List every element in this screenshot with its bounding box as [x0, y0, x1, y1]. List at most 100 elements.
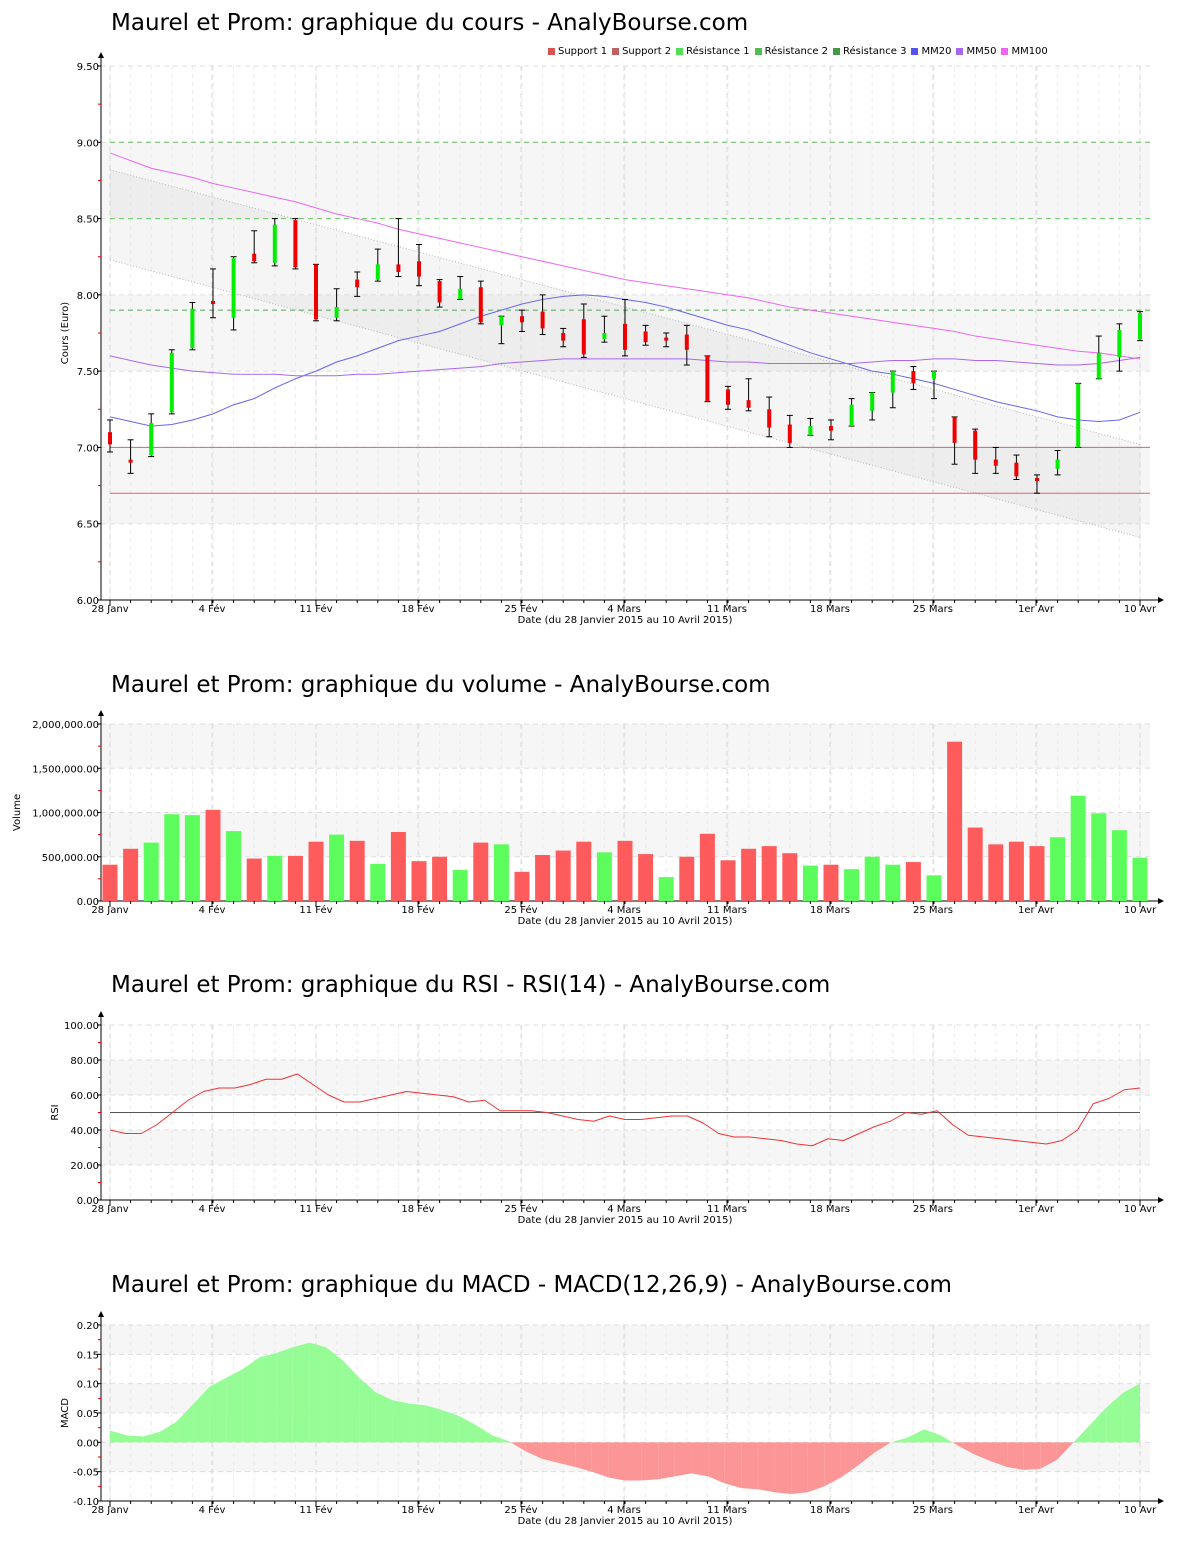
svg-text:10 Avr: 10 Avr	[1124, 1204, 1157, 1215]
svg-text:28 Janv: 28 Janv	[91, 1505, 128, 1516]
legend-swatch-icon	[754, 48, 762, 55]
svg-text:4 Fév: 4 Fév	[199, 1504, 226, 1516]
volume-bar	[576, 841, 592, 901]
volume-chart: 2,000,000.00 1,500,000.00 1,000,000.00 500,…	[12, 710, 1164, 927]
candle	[127, 439, 134, 474]
volume-bar	[988, 844, 1004, 901]
volume-bar	[596, 852, 612, 901]
candle	[786, 414, 793, 448]
volume-bar	[452, 870, 468, 901]
candle	[292, 218, 299, 270]
candle	[745, 378, 752, 412]
candle	[1054, 449, 1061, 476]
svg-text:9.50: 9.50	[77, 62, 99, 73]
svg-text:Date (du 28 Janvier 2015 au 10: Date (du 28 Janvier 2015 au 10 Avril 201…	[518, 916, 733, 927]
legend-label: Résistance 1	[686, 46, 750, 57]
svg-text:0.15: 0.15	[77, 1350, 99, 1361]
candle	[210, 268, 216, 319]
candle	[951, 416, 958, 465]
svg-text:18 Mars: 18 Mars	[810, 1204, 850, 1215]
candle	[1116, 323, 1123, 372]
volume-bar	[102, 864, 118, 901]
volume-bar	[411, 861, 427, 901]
svg-text:0.10: 0.10	[77, 1380, 99, 1391]
svg-text:Date (du 28 Janvier 2015 au 10: Date (du 28 Janvier 2015 au 10 Avril 201…	[518, 1215, 733, 1226]
candle	[1095, 335, 1102, 380]
legend-label: Support 2	[622, 46, 672, 57]
svg-text:80.00: 80.00	[70, 1056, 99, 1067]
legend-label: MM50	[966, 46, 997, 57]
legend-item-r-sistance-2: Résistance 2	[754, 46, 828, 57]
candle	[1137, 311, 1143, 342]
rsi-chart-title: Maurel et Prom: graphique du RSI - RSI(1…	[111, 972, 831, 998]
volume-chart-title: Maurel et Prom: graphique du volume - An…	[111, 672, 771, 698]
candle	[725, 385, 731, 410]
volume-bar	[1029, 846, 1045, 901]
svg-text:1er Avr: 1er Avr	[1018, 1204, 1055, 1215]
svg-text:4 Fév: 4 Fév	[199, 1203, 226, 1215]
volume-bar	[555, 850, 571, 901]
svg-text:11 Mars: 11 Mars	[707, 604, 747, 615]
volume-bar	[308, 841, 324, 901]
volume-bar	[349, 840, 365, 901]
volume-bar	[679, 856, 695, 901]
svg-text:40.00: 40.00	[70, 1126, 99, 1137]
volume-bar	[658, 877, 674, 901]
svg-text:25 Mars: 25 Mars	[913, 1505, 953, 1516]
volume-bar	[514, 871, 530, 901]
svg-text:11 Fév: 11 Fév	[299, 1203, 332, 1215]
svg-text:1,000,000.00: 1,000,000.00	[32, 809, 99, 820]
volume-bar	[802, 865, 818, 901]
svg-text:11 Fév: 11 Fév	[299, 1504, 332, 1516]
svg-text:60.00: 60.00	[70, 1091, 99, 1102]
svg-text:28 Janv: 28 Janv	[91, 1204, 128, 1215]
svg-text:18 Mars: 18 Mars	[810, 1505, 850, 1516]
legend-label: Résistance 3	[843, 46, 907, 57]
volume-bar	[329, 834, 345, 901]
candle	[519, 309, 525, 332]
volume-bar	[287, 855, 303, 901]
svg-text:25 Fév: 25 Fév	[504, 1504, 537, 1516]
candle	[869, 392, 876, 421]
svg-text:4 Mars: 4 Mars	[607, 905, 641, 916]
candle	[972, 428, 979, 474]
candle	[168, 349, 175, 415]
volume-bar	[370, 863, 386, 901]
svg-text:18 Fév: 18 Fév	[401, 1504, 434, 1516]
price-chart-title: Maurel et Prom: graphique du cours - Ana…	[111, 10, 749, 36]
svg-text:0.00: 0.00	[77, 897, 99, 908]
candle	[477, 280, 484, 325]
legend-label: MM20	[921, 46, 952, 57]
candle	[601, 315, 608, 343]
volume-bar	[390, 831, 406, 901]
legend-swatch-icon	[833, 48, 841, 55]
svg-text:Volume: Volume	[12, 794, 23, 831]
svg-text:10 Avr: 10 Avr	[1124, 1505, 1157, 1516]
candle	[992, 446, 999, 474]
svg-text:6.00: 6.00	[77, 596, 99, 607]
svg-text:1er Avr: 1er Avr	[1018, 905, 1055, 916]
candle	[457, 276, 464, 300]
legend-item-mm20: MM20	[911, 46, 951, 57]
legend-item-support-2: Support 2	[612, 46, 671, 57]
svg-text:25 Mars: 25 Mars	[913, 604, 953, 615]
svg-text:18 Mars: 18 Mars	[810, 604, 850, 615]
svg-text:6.50: 6.50	[77, 520, 99, 531]
volume-bar	[164, 814, 180, 901]
volume-bar	[926, 875, 942, 901]
svg-text:8.00: 8.00	[77, 291, 99, 302]
volume-bar	[844, 869, 860, 901]
candle	[889, 370, 896, 409]
svg-text:25 Fév: 25 Fév	[504, 1203, 537, 1215]
svg-text:28 Janv: 28 Janv	[91, 604, 128, 615]
candle	[560, 327, 567, 348]
volume-bar	[432, 856, 448, 901]
svg-text:11 Mars: 11 Mars	[707, 905, 747, 916]
svg-text:4 Fév: 4 Fév	[199, 603, 226, 615]
svg-text:0.00: 0.00	[77, 1438, 99, 1449]
svg-text:4 Mars: 4 Mars	[607, 604, 641, 615]
candle	[683, 324, 690, 366]
svg-text:11 Mars: 11 Mars	[707, 1204, 747, 1215]
svg-text:MACD: MACD	[60, 1398, 71, 1428]
volume-bar	[967, 827, 983, 901]
